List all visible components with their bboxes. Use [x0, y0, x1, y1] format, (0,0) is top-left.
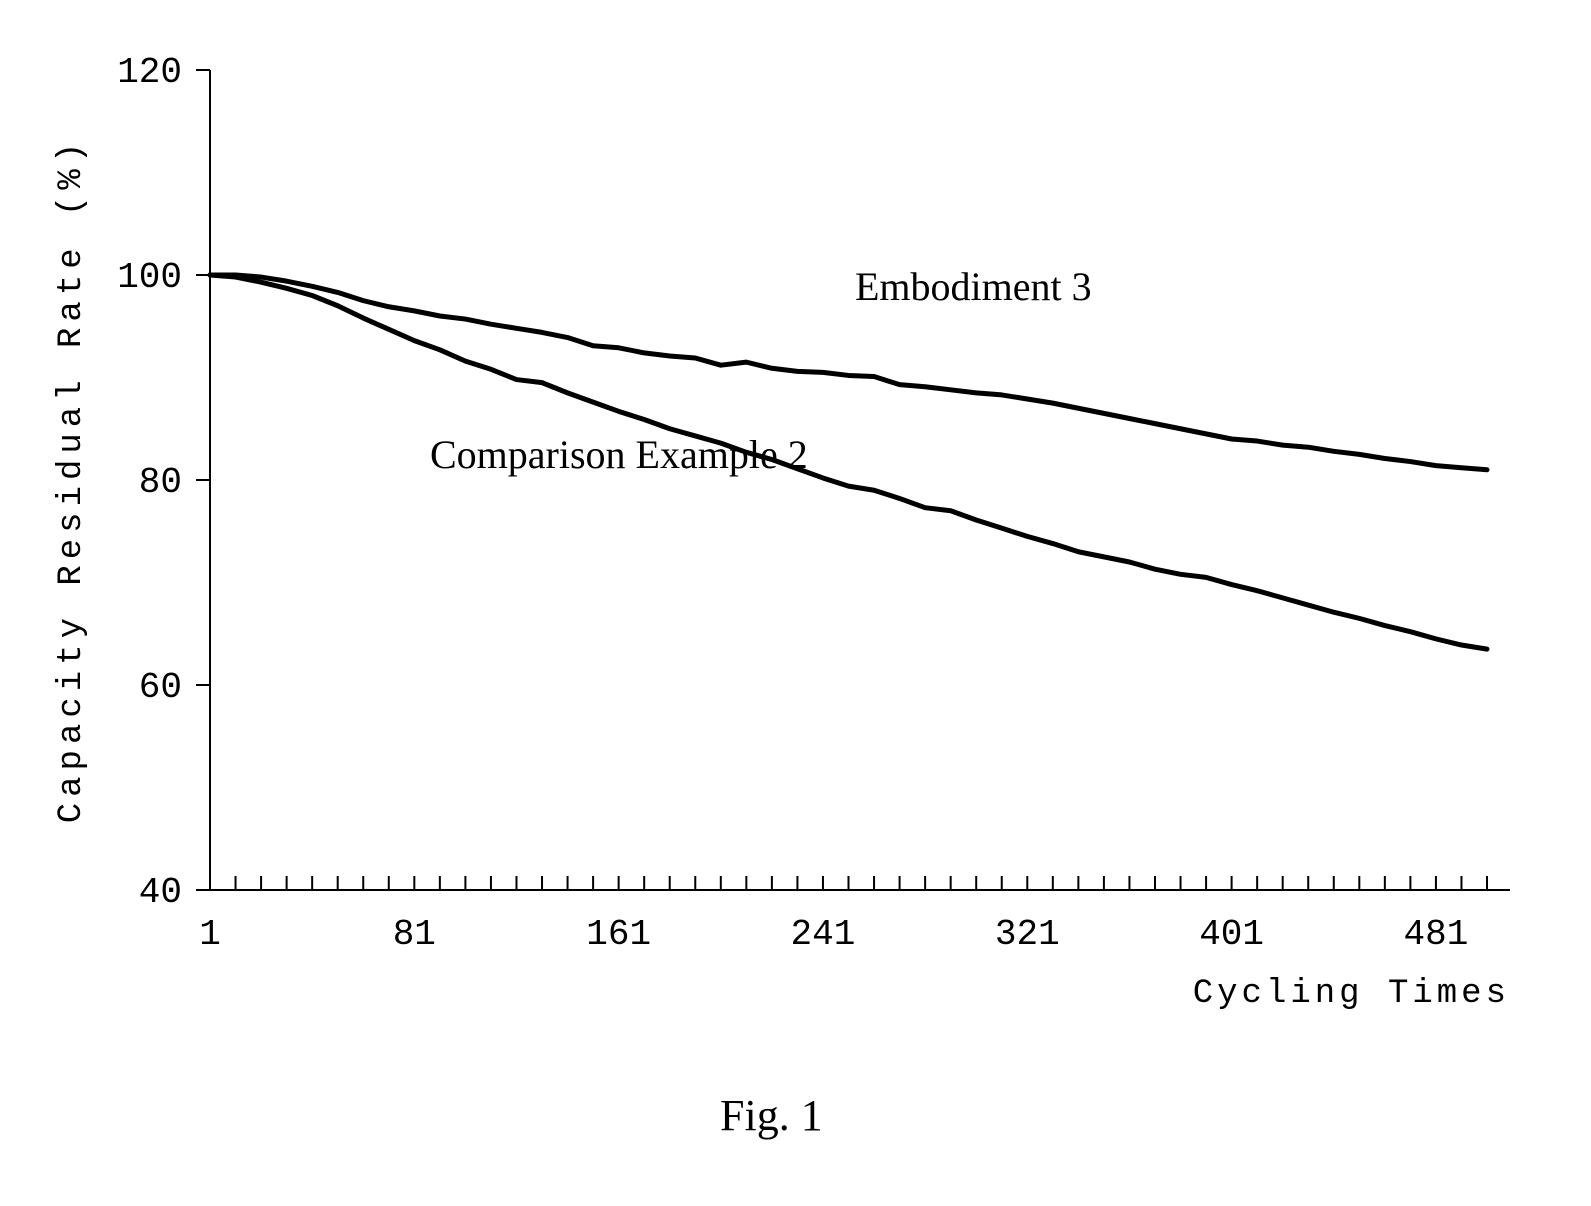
svg-text:401: 401 — [1199, 914, 1264, 955]
svg-text:120: 120 — [117, 52, 182, 93]
svg-text:241: 241 — [791, 914, 856, 955]
chart: 40 60 80 100 120 1 81 161 241 321 401 481 Embodime… — [0, 0, 1591, 1206]
svg-text:80: 80 — [139, 462, 182, 503]
svg-text:481: 481 — [1404, 914, 1469, 955]
svg-text:100: 100 — [117, 257, 182, 298]
svg-text:81: 81 — [393, 914, 436, 955]
line-embodiment-3 — [210, 275, 1487, 470]
svg-text:161: 161 — [586, 914, 651, 955]
svg-text:40: 40 — [139, 872, 182, 913]
y-axis-tick-labels: 40 60 80 100 120 — [117, 52, 182, 913]
label-embodiment-3: Embodiment 3 — [855, 264, 1092, 309]
y-axis-ticks — [196, 70, 210, 890]
svg-text:321: 321 — [995, 914, 1060, 955]
x-axis-tick-labels: 1 81 161 241 321 401 481 — [199, 914, 1468, 955]
x-axis-minor-ticks — [210, 876, 1487, 890]
y-axis-title: Capacity Residual Rate (%) — [53, 137, 91, 824]
label-comparison-example-2: Comparison Example 2 — [430, 432, 808, 477]
line-comparison-example-2 — [210, 275, 1487, 649]
figure-caption: Fig. 1 — [720, 1091, 823, 1140]
x-axis-title: Cycling Times — [1193, 975, 1510, 1013]
svg-text:1: 1 — [199, 914, 221, 955]
svg-text:60: 60 — [139, 667, 182, 708]
chart-axes — [210, 70, 1510, 890]
